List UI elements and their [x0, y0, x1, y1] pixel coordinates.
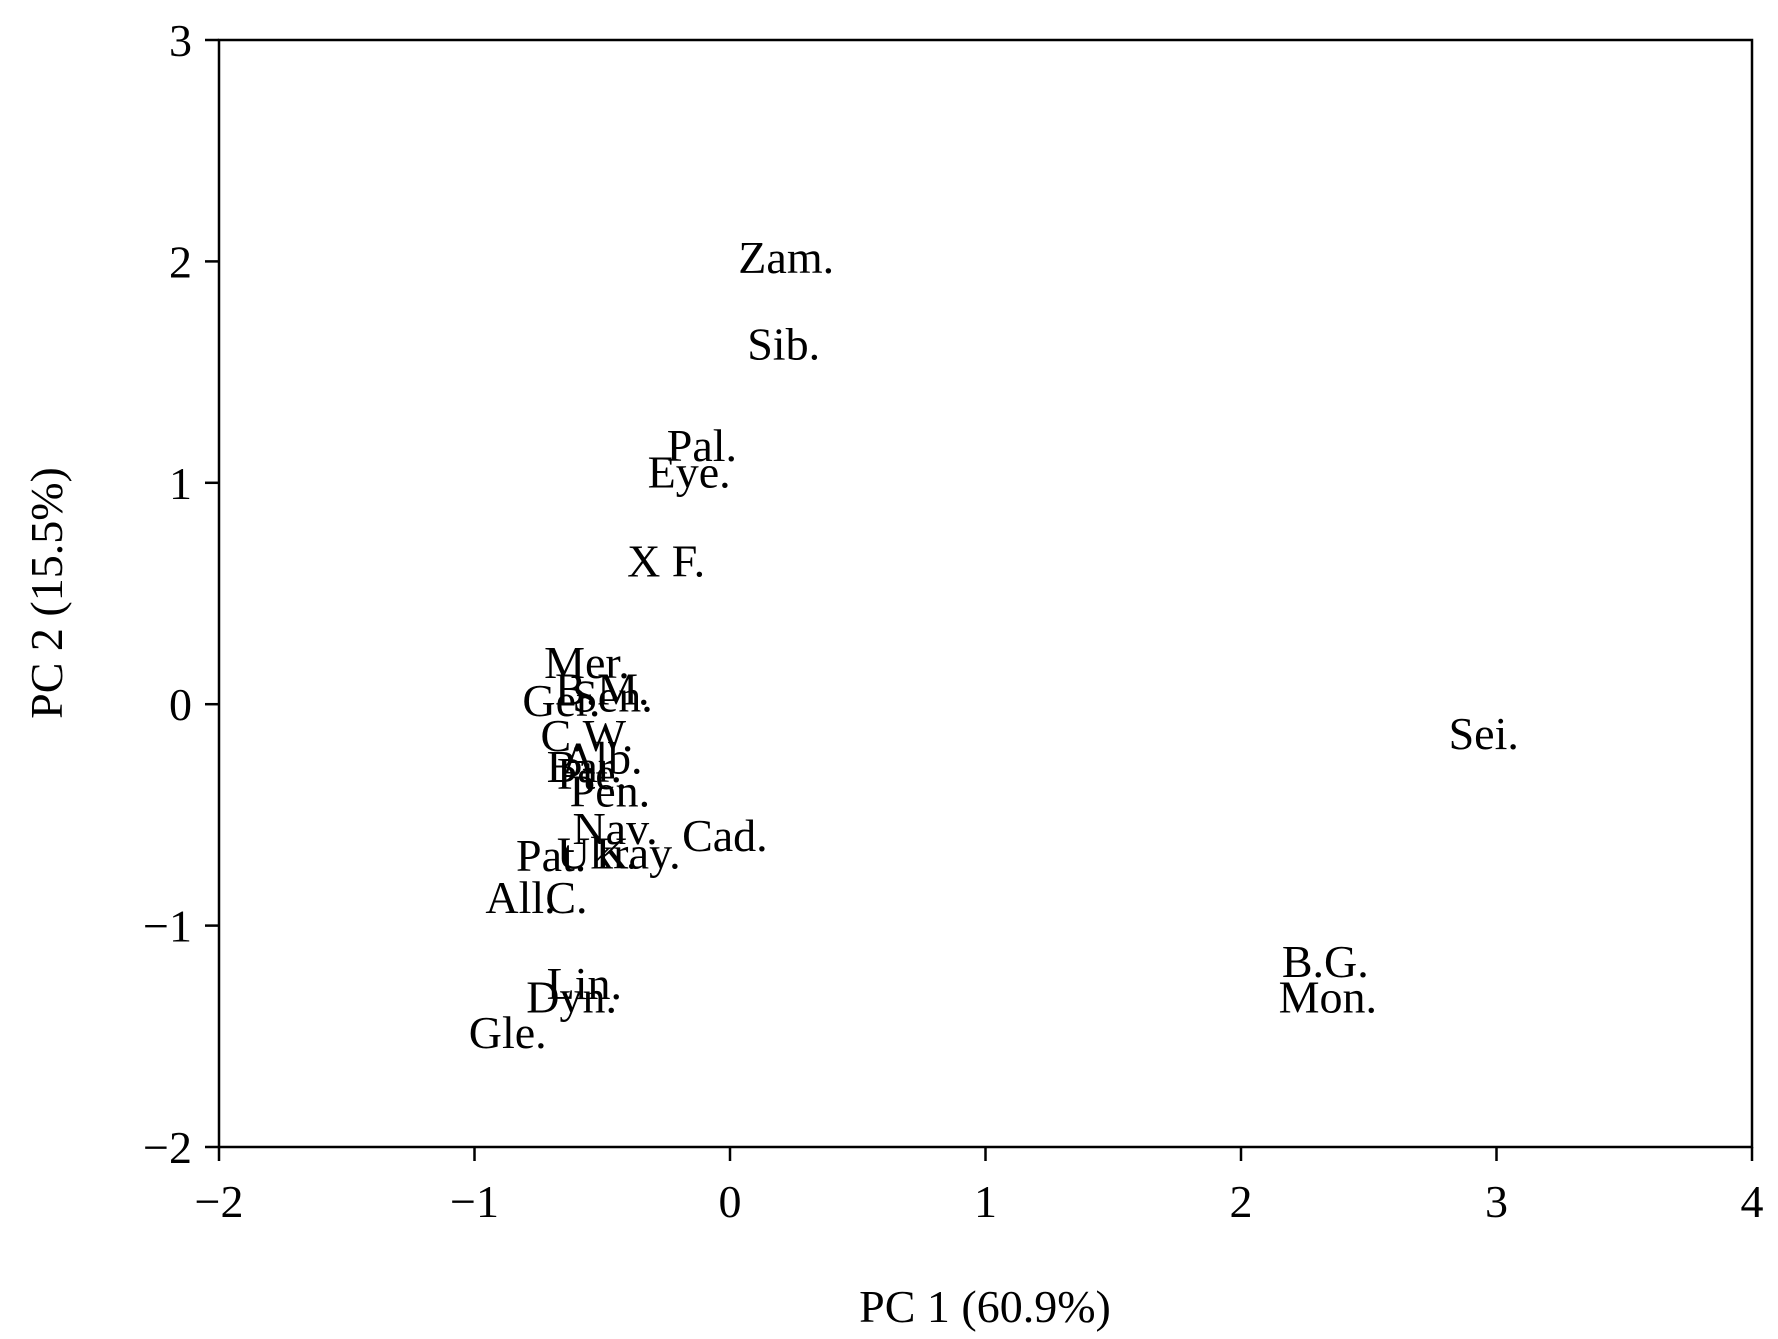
- data-point-label: Alb.: [562, 732, 643, 783]
- data-point-label: Ukr.: [557, 828, 638, 879]
- data-point-label: Pat.: [516, 830, 586, 881]
- y-tick-label: 2: [169, 236, 192, 287]
- x-tick-label: 3: [1485, 1176, 1508, 1227]
- x-tick-label: −2: [195, 1176, 244, 1227]
- data-point-label: Sen.: [572, 670, 653, 721]
- data-point-label: Kay.: [595, 828, 680, 879]
- data-point-label: Cad.: [682, 810, 768, 861]
- data-point-label: All.: [485, 872, 555, 923]
- y-axis-title: PC 2 (15.5%): [21, 467, 72, 719]
- x-axis-title: PC 1 (60.9%): [859, 1281, 1111, 1332]
- y-tick-label: −1: [143, 901, 192, 952]
- data-point-label: B.M.: [555, 664, 650, 715]
- y-axis-ticks: −2 −1 0 1 2 3: [143, 15, 219, 1173]
- x-tick-label: 0: [719, 1176, 742, 1227]
- data-point-labels: Zam. Sib.Pal.Eye. X F. Mer.B.M.Sen.Ger.C.W.…: [469, 232, 1519, 1058]
- x-tick-label: −1: [450, 1176, 499, 1227]
- data-point-label: B.G.: [1282, 936, 1369, 987]
- plot-frame: [217, 38, 1754, 1149]
- x-tick-label: 2: [1230, 1176, 1253, 1227]
- data-point-label: X F.: [627, 535, 705, 586]
- data-point-label: Pen.: [570, 766, 651, 817]
- y-tick-label: 3: [169, 15, 192, 66]
- data-point-label: Nav.: [572, 803, 657, 854]
- data-point-label: Sei.: [1449, 708, 1519, 759]
- data-point-label: Mon.: [1279, 971, 1377, 1022]
- x-axis-ticks: −2 −1 0 1 2 3 4: [195, 1147, 1764, 1227]
- data-point-label: Zam.: [738, 232, 834, 283]
- x-tick-label: 4: [1741, 1176, 1764, 1227]
- y-tick-label: 1: [169, 458, 192, 509]
- data-point-label: Sib.: [747, 318, 820, 369]
- data-point-label: Ger.: [522, 675, 600, 726]
- data-point-label: Pal.: [667, 420, 737, 471]
- x-tick-label: 1: [974, 1176, 997, 1227]
- data-point-label: C.: [545, 872, 587, 923]
- y-tick-label: 0: [169, 679, 192, 730]
- data-point-label: Pte.: [557, 748, 627, 799]
- data-point-label: C.W.: [540, 710, 633, 761]
- data-point-label: Mer.: [544, 637, 630, 688]
- data-point-label: Gle.: [469, 1007, 547, 1058]
- y-tick-label: −2: [143, 1122, 192, 1173]
- data-point-label: Eye.: [648, 447, 731, 498]
- plot-border: [217, 38, 1754, 1149]
- data-point-label: Lin.: [547, 958, 622, 1009]
- data-point-label: Dyn.: [526, 971, 617, 1022]
- data-point-label: Bar.: [547, 741, 622, 792]
